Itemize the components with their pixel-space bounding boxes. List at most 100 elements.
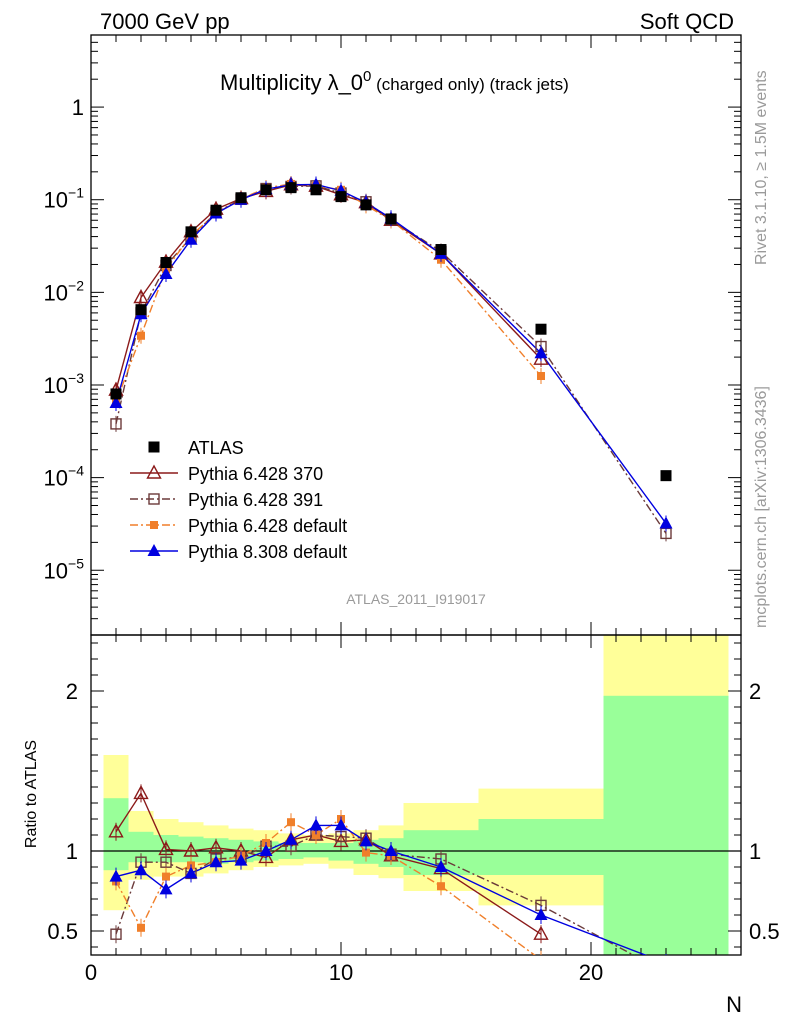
point-ratio — [137, 923, 145, 932]
y-tick-label-base: 10 — [44, 188, 68, 213]
series-ratio — [108, 784, 673, 978]
point-main — [184, 232, 198, 245]
point-ratio — [162, 872, 170, 881]
mcplots-label: mcplots.cern.ch [arXiv:1306.3436] — [753, 386, 770, 628]
point-ratio — [258, 848, 274, 864]
point-ratio — [660, 956, 673, 968]
data-point — [235, 192, 247, 204]
point-ratio — [184, 866, 198, 879]
y-tick-label-main: 10−1 — [44, 185, 85, 213]
legend-label: Pythia 6.428 391 — [188, 490, 323, 510]
y-tick-label-main: 1 — [72, 95, 84, 120]
data-point — [260, 184, 272, 196]
point-ratio — [287, 818, 295, 827]
data-point — [435, 244, 447, 256]
point-ratio — [209, 855, 223, 868]
y-tick-label-base: 10 — [44, 373, 68, 398]
band-green-8 — [303, 843, 329, 858]
y-tick-label-main: 10−3 — [44, 370, 85, 398]
legend-label: Pythia 6.428 370 — [188, 464, 323, 484]
point-ratio — [434, 860, 448, 872]
series-line-main-2 — [115, 183, 542, 403]
point-ratio — [359, 834, 373, 847]
y-tick-label-exp: −3 — [68, 370, 84, 386]
data-point — [285, 182, 297, 194]
data-point — [385, 213, 397, 225]
point-ratio — [362, 848, 370, 857]
legend-marker — [147, 544, 161, 556]
point-ratio — [109, 869, 123, 882]
header-right: Soft QCD — [640, 9, 734, 34]
rivet-label: Rivet 3.1.10, ≥ 1.5M events — [753, 70, 770, 265]
legend-label: Pythia 8.308 default — [188, 542, 347, 562]
y-tick-label-ratio-left: 1 — [66, 839, 78, 864]
axis-ticks — [90, 34, 742, 955]
legend-marker — [148, 441, 160, 453]
legend-marker — [148, 493, 160, 505]
title-rest: (charged only) (track jets) — [371, 75, 568, 94]
data-point — [210, 204, 222, 216]
point-ratio — [110, 928, 122, 940]
data-point — [360, 199, 372, 211]
band-green-13 — [478, 819, 604, 875]
legend-marker — [146, 464, 162, 479]
y-tick-labels-ratio: 0.5 0.5 1 1 2 2 — [47, 679, 779, 944]
title-sup: 0 — [363, 68, 371, 85]
y-axis-label-ratio: Ratio to ATLAS — [23, 740, 40, 848]
data-point — [185, 226, 197, 238]
point-ratio — [537, 956, 545, 964]
band-green-9 — [328, 843, 354, 861]
band-green-14 — [603, 695, 729, 955]
point-ratio — [259, 844, 273, 856]
point-main — [133, 289, 149, 304]
point-ratio — [334, 818, 348, 831]
point-ratio — [534, 908, 548, 920]
y-tick-label-ratio-right: 1 — [749, 839, 761, 864]
data-point — [335, 191, 347, 203]
point-main — [159, 266, 173, 279]
x-tick-label: 20 — [579, 960, 603, 985]
series-line-ratio-1 — [115, 834, 635, 955]
x-tick-label: 0 — [85, 960, 97, 985]
data-point — [160, 257, 172, 269]
point-ratio — [160, 856, 172, 868]
point-ratio — [312, 831, 320, 839]
legend-label: Pythia 6.428 default — [188, 516, 347, 536]
point-ratio — [183, 842, 199, 857]
series-line-main-0 — [115, 184, 542, 391]
series-main — [108, 175, 673, 542]
point-ratio — [661, 968, 671, 978]
point-ratio — [284, 832, 298, 845]
y-tick-label-main: 10−5 — [44, 555, 85, 583]
point-main — [537, 372, 545, 381]
y-tick-label-exp: −2 — [68, 277, 84, 293]
point-ratio — [108, 823, 124, 838]
y-tick-label-ratio-right: 2 — [749, 679, 761, 704]
y-tick-label-ratio-right: 0.5 — [749, 919, 780, 944]
point-ratio — [533, 925, 549, 940]
point-ratio — [384, 844, 398, 856]
y-tick-labels-main: 110−110−210−310−410−5 — [44, 95, 85, 583]
point-ratio — [133, 784, 149, 800]
x-tick-labels: 0 10 20 — [85, 960, 603, 985]
y-tick-label-base: 10 — [44, 280, 68, 305]
y-tick-label-base: 10 — [44, 466, 68, 491]
point-ratio — [159, 882, 173, 895]
y-tick-label-ratio-left: 0.5 — [47, 919, 78, 944]
data-point — [310, 184, 322, 196]
data-point — [110, 388, 122, 400]
x-tick-label: 10 — [329, 960, 353, 985]
point-main — [109, 395, 123, 408]
point-main — [137, 331, 145, 340]
point-ratio — [309, 818, 323, 831]
title-main: Multiplicity λ_0 — [220, 70, 363, 95]
y-tick-label-exp: −4 — [68, 463, 84, 479]
y-tick-label-base: 10 — [44, 558, 68, 583]
point-ratio — [234, 853, 248, 866]
point-ratio — [134, 863, 148, 876]
point-main — [534, 346, 548, 359]
chart-title: Multiplicity λ_00 (charged only) (track … — [220, 68, 569, 95]
point-main — [659, 516, 673, 529]
data-point — [135, 304, 147, 316]
